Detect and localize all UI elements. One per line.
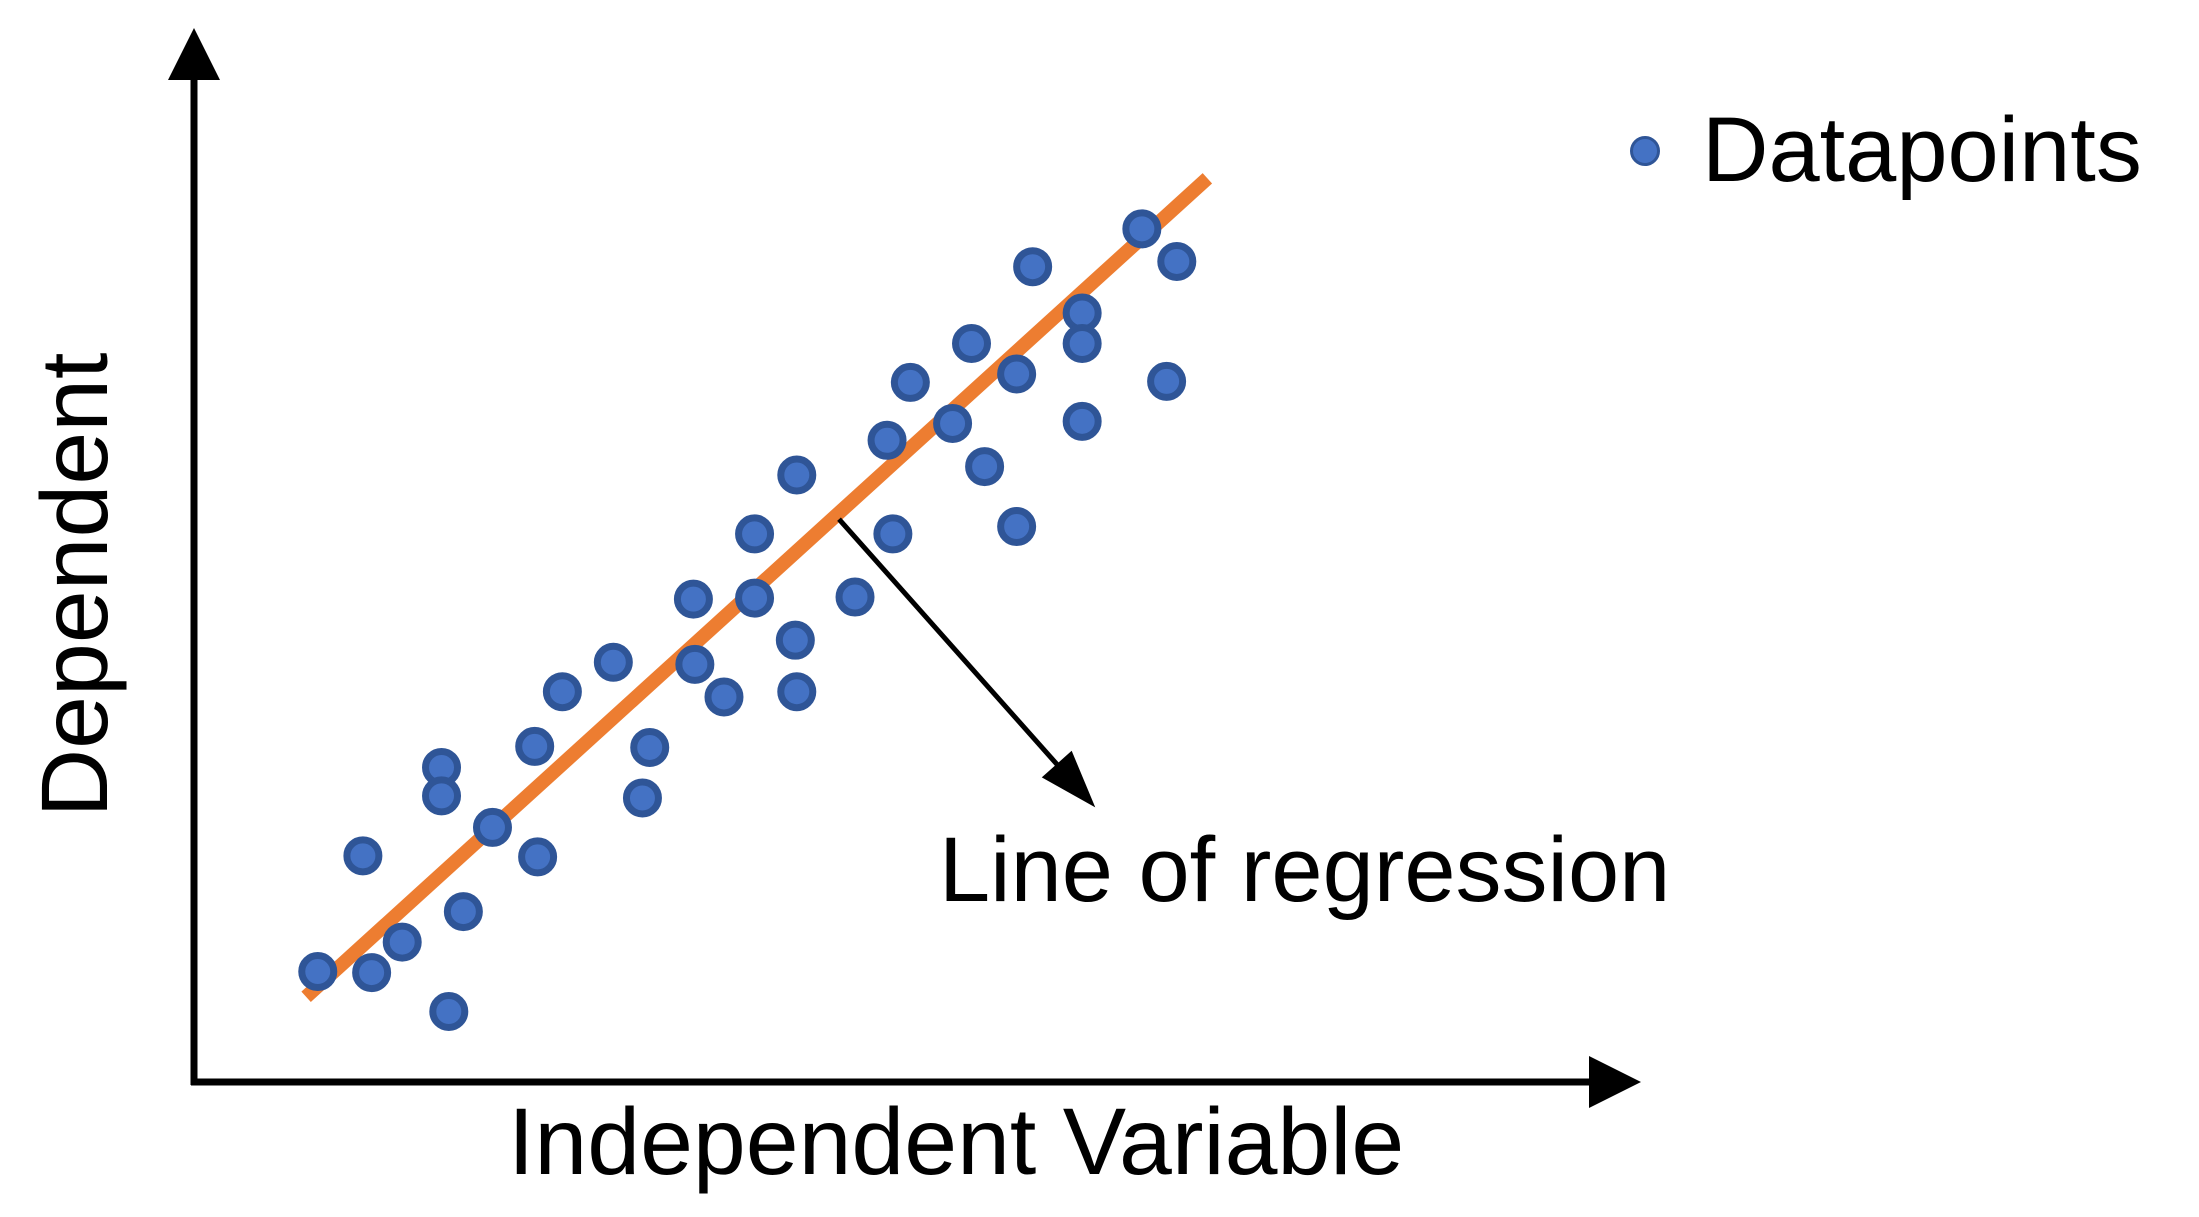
data-point	[622, 778, 662, 818]
data-point	[835, 577, 875, 617]
y-axis-label: Dependent	[21, 352, 128, 818]
data-point	[867, 420, 907, 460]
y-axis-arrowhead-icon	[168, 28, 220, 80]
annotation-arrowhead-icon	[1041, 750, 1096, 808]
legend: Datapoints	[1630, 99, 2142, 201]
data-point	[1147, 361, 1187, 401]
legend-marker-icon	[1630, 135, 1660, 166]
data-point	[1062, 401, 1102, 441]
legend-label: Datapoints	[1702, 99, 2142, 201]
data-point	[890, 362, 930, 402]
data-point	[952, 323, 992, 363]
data-point	[775, 620, 815, 660]
x-axis-arrowhead-icon	[1589, 1056, 1641, 1108]
annotation-arrow	[837, 517, 1063, 771]
data-point	[873, 514, 913, 554]
data-point	[1157, 241, 1197, 281]
data-point	[593, 642, 633, 682]
data-point	[777, 455, 817, 495]
data-point	[735, 514, 775, 554]
data-point	[518, 837, 558, 877]
data-point	[933, 403, 973, 443]
data-point	[352, 953, 392, 993]
data-point	[704, 677, 744, 717]
data-point	[1122, 209, 1162, 249]
data-point	[630, 727, 670, 767]
data-point	[515, 726, 555, 766]
data-point	[675, 644, 715, 684]
data-point	[298, 952, 338, 992]
data-point	[965, 447, 1005, 487]
data-point	[1013, 247, 1053, 287]
x-axis-label: Independent Variable	[508, 1089, 1405, 1195]
data-point	[443, 892, 483, 932]
data-point	[777, 672, 817, 712]
data-point	[422, 776, 462, 816]
data-point	[382, 922, 422, 962]
data-point	[429, 992, 469, 1032]
data-point	[542, 672, 582, 712]
data-point	[997, 354, 1037, 394]
data-point	[997, 507, 1037, 547]
data-point	[343, 836, 383, 876]
data-point	[735, 578, 775, 618]
data-point	[472, 807, 512, 847]
data-point	[1062, 323, 1102, 363]
data-point	[673, 579, 713, 619]
regression-annotation: Line of regression	[939, 819, 1671, 921]
